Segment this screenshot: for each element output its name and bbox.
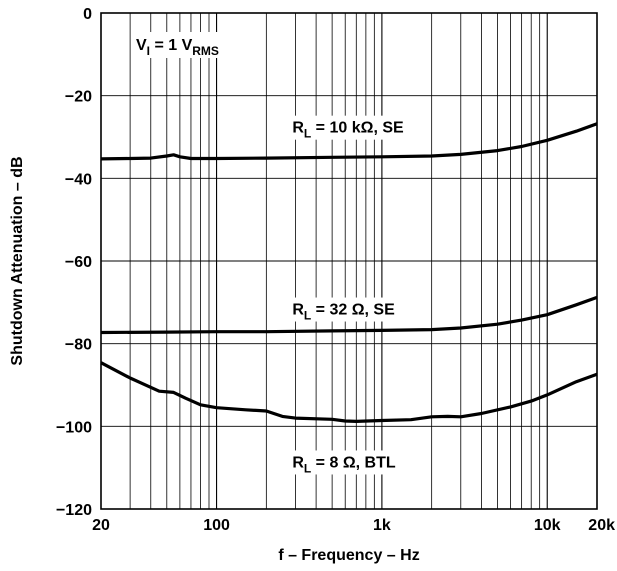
- y-tick-label: −80: [65, 337, 92, 354]
- y-tick-label: 0: [83, 6, 92, 23]
- series-label: RL = 32 Ω, SE: [292, 302, 395, 323]
- x-tick-label: 1k: [373, 517, 391, 534]
- y-tick-labels: 0 −20 −40 −60 −80 −100 −120: [56, 6, 92, 519]
- x-axis-label: f – Frequency – Hz: [278, 547, 419, 564]
- series-line: [100, 295, 598, 335]
- x-tick-label: 20k: [588, 517, 615, 534]
- y-tick-label: −20: [65, 89, 92, 106]
- grid-lines: [101, 13, 597, 509]
- input-voltage-annotation: VI = 1 VRMS: [136, 37, 219, 58]
- y-axis-label: Shutdown Attenuation – dB: [9, 156, 26, 365]
- plot-frame: [100, 12, 598, 510]
- y-tick-label: −100: [56, 419, 92, 436]
- series-label-backing: [288, 450, 400, 475]
- y-tick-label: −120: [56, 502, 92, 519]
- series-label: RL = 10 kΩ, SE: [292, 120, 404, 141]
- x-tick-labels: 20 100 1k 10k 20k: [92, 517, 615, 534]
- x-tick-label: 100: [203, 517, 230, 534]
- series-lines: [100, 122, 598, 423]
- series-label-backing: [288, 297, 399, 322]
- x-tick-label: 10k: [534, 517, 561, 534]
- series-line: [100, 361, 598, 423]
- series-label-backing: [288, 115, 408, 140]
- x-tick-label: 20: [92, 517, 110, 534]
- y-tick-label: −40: [65, 171, 92, 188]
- annotation-backing: [132, 32, 225, 58]
- series-labels: RL = 10 kΩ, SE RL = 32 Ω, SE RL = 8 Ω, BTL: [288, 115, 408, 475]
- series-label: RL = 8 Ω, BTL: [292, 454, 396, 475]
- y-tick-label: −60: [65, 254, 92, 271]
- series-line: [100, 122, 598, 161]
